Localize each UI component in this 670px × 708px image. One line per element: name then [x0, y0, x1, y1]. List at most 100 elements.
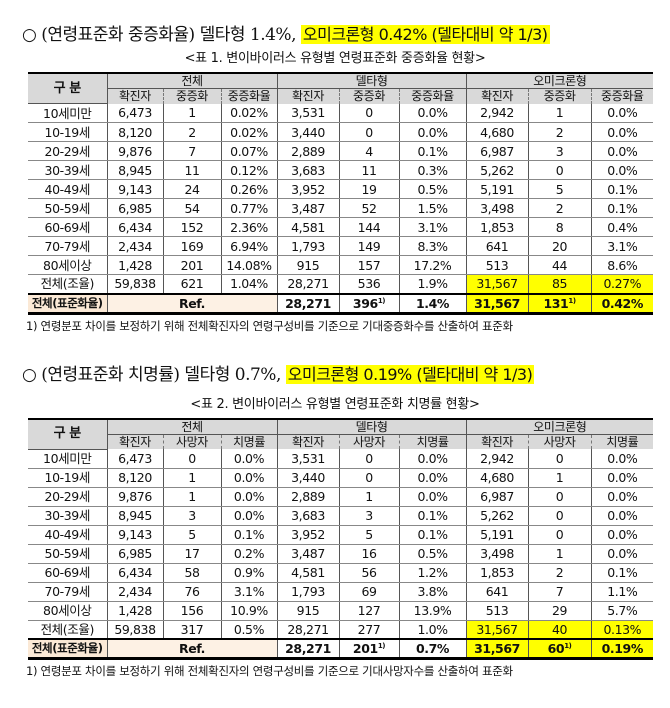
- cell: 2,434: [106, 236, 163, 256]
- cell: 9,876: [106, 141, 163, 161]
- cell: 76: [162, 582, 221, 602]
- cell: 1: [527, 103, 592, 123]
- row-label: 60-69세: [28, 217, 107, 237]
- cell: 11: [162, 160, 221, 180]
- cell: 1: [338, 487, 400, 507]
- cell: 7: [527, 582, 592, 602]
- cell: 0.02%: [220, 103, 278, 123]
- cell: 0.1%: [590, 198, 654, 218]
- sub-header: 확진자: [106, 88, 163, 104]
- cell: 1: [162, 487, 221, 507]
- cell: 2011): [338, 638, 400, 659]
- cell: 8: [527, 217, 592, 237]
- cell: 0.19%: [590, 638, 654, 659]
- cell: 0.0%: [398, 449, 467, 469]
- cell: 0: [527, 506, 592, 526]
- cell: 4,680: [465, 122, 529, 142]
- row-label: 70-79세: [28, 582, 107, 602]
- row-label: 20-29세: [28, 141, 107, 161]
- cell: 3.1%: [398, 217, 467, 237]
- cell: 5,262: [465, 506, 529, 526]
- cell: 0.0%: [590, 122, 654, 142]
- table-row: 10-19세 8,120 2 0.02% 3,440 0 0.0% 4,680 2 0.0%: [28, 122, 654, 142]
- row-label: 전체(조율): [28, 619, 107, 640]
- cell: 1.0%: [398, 619, 467, 640]
- cell: 3,440: [276, 122, 340, 142]
- cell: 3,440: [276, 468, 340, 488]
- standardized-row: 전체(표준화율) Ref. 28,271 2011) 0.7% 31,567 601) 0.1…: [28, 638, 654, 659]
- cell: 915: [276, 601, 340, 621]
- cell: 5: [527, 179, 592, 199]
- sub-header: 중증화율: [220, 88, 278, 104]
- table-row: 10세미만 6,473 0 0.0% 3,531 0 0.0% 2,942 0 0.0%: [28, 449, 654, 469]
- row-label: 10-19세: [28, 122, 107, 142]
- cell: 28,271: [276, 619, 340, 640]
- cell: 3,531: [276, 449, 340, 469]
- cell: 3,683: [276, 160, 340, 180]
- row-label: 10세미만: [28, 449, 107, 469]
- table-row: 20-29세 9,876 7 0.07% 2,889 4 0.1% 6,987 3 0.0%: [28, 141, 654, 161]
- section-heading-severity: ○ (연령표준화 중증화율) 델타형 1.4%, 오미크론형 0.42% (델타…: [22, 24, 670, 46]
- cell: 0: [338, 449, 400, 469]
- sub-header: 사망자: [338, 434, 400, 449]
- cell: 11: [338, 160, 400, 180]
- cell: 0.02%: [220, 122, 278, 142]
- cell: 0.5%: [398, 544, 467, 564]
- cell: 0.27%: [590, 274, 654, 294]
- cell: 7: [162, 141, 221, 161]
- cell: 58: [162, 563, 221, 583]
- cell: 2: [527, 563, 592, 583]
- cell: 2,942: [465, 103, 529, 123]
- cell: 59,838: [106, 274, 163, 294]
- cell: 9,143: [106, 179, 163, 199]
- cell: 201: [162, 255, 221, 275]
- severity-table: 구 분 전체 델타형 오미크론형 확진자 중증화 중증화율 확진자 중증화 중증화율 확진자 중증화 중…: [28, 72, 654, 315]
- cell: 1,793: [276, 236, 340, 256]
- cell: 277: [338, 619, 400, 640]
- cell: 85: [527, 274, 592, 294]
- cell: 3,498: [465, 198, 529, 218]
- cell: 4: [338, 141, 400, 161]
- cell: 1.1%: [590, 582, 654, 602]
- cell: 17: [162, 544, 221, 564]
- cell: 0.0%: [590, 544, 654, 564]
- cell: 28,271: [276, 638, 340, 659]
- cell: 14.08%: [220, 255, 278, 275]
- cell: 44: [527, 255, 592, 275]
- cell: 2,942: [465, 449, 529, 469]
- row-label: 80세이상: [28, 255, 107, 275]
- row-label: 70-79세: [28, 236, 107, 256]
- cell: 0.0%: [590, 103, 654, 123]
- heading-text: ○ (연령표준화 치명률) 델타형 0.7%,: [22, 364, 286, 385]
- cell: 3,952: [276, 525, 340, 545]
- cell: 52: [338, 198, 400, 218]
- cell: 1: [162, 468, 221, 488]
- cell: 0: [162, 449, 221, 469]
- sub-header: 치명률: [220, 434, 278, 449]
- cell: 31,567: [465, 292, 529, 314]
- section-heading-fatality: ○ (연령표준화 치명률) 델타형 0.7%, 오미크론형 0.19% (델타대…: [22, 364, 670, 386]
- row-label: 40-49세: [28, 179, 107, 199]
- cell: 3.1%: [590, 236, 654, 256]
- cell: 3961): [338, 292, 400, 314]
- cell: 0: [338, 468, 400, 488]
- group-header: 오미크론형: [465, 73, 654, 89]
- row-label: 10세미만: [28, 103, 107, 123]
- cell: 0.0%: [398, 122, 467, 142]
- table-row: 50-59세 6,985 17 0.2% 3,487 16 0.5% 3,498 1 0.0%: [28, 544, 654, 564]
- row-label: 50-59세: [28, 544, 107, 564]
- cell: 56: [338, 563, 400, 583]
- cell: 0.5%: [398, 179, 467, 199]
- table-row: 전체(조율) 59,838 621 1.04% 28,271 536 1.9% 31,567 8…: [28, 274, 654, 294]
- cell: 0.4%: [590, 217, 654, 237]
- cell: 3,487: [276, 198, 340, 218]
- sub-header: 확진자: [465, 88, 529, 104]
- cell: 6,473: [106, 103, 163, 123]
- ref-cell: Ref.: [106, 292, 278, 314]
- table-row: 60-69세 6,434 152 2.36% 4,581 144 3.1% 1,853 8 0.4…: [28, 217, 654, 237]
- cell: 0.7%: [398, 638, 467, 659]
- cell: 0.0%: [220, 468, 278, 488]
- cell: 5: [338, 525, 400, 545]
- cell: 8,120: [106, 122, 163, 142]
- cell: 0.0%: [590, 506, 654, 526]
